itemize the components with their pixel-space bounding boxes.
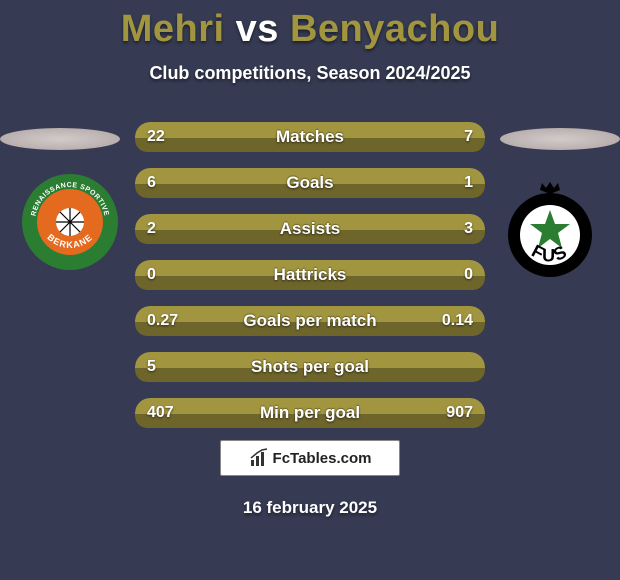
- fus-rabat-logo: FUS: [500, 180, 600, 280]
- stat-value-right: 0: [464, 260, 473, 290]
- comparison-card: Mehri vs Benyachou Club competitions, Se…: [0, 0, 620, 580]
- stat-value-right: 1: [464, 168, 473, 198]
- stat-row: Hattricks0 0: [135, 260, 485, 290]
- stat-value-right: 3: [464, 214, 473, 244]
- player1-shadow: [0, 128, 120, 150]
- stat-value-left: 407: [147, 398, 174, 428]
- stat-value-right: 907: [446, 398, 473, 428]
- stat-value-right: 7: [464, 122, 473, 152]
- stats-table: Matches22 7 Goals6 1 Assists2 3 Hattricks0 0 Goa…: [135, 122, 485, 444]
- stat-row: Min per goal407 907: [135, 398, 485, 428]
- date-label: 16 february 2025: [0, 498, 620, 518]
- player2-name: Benyachou: [290, 8, 499, 50]
- stat-value-left: 0.27: [147, 306, 178, 336]
- stat-row: Shots per goal5: [135, 352, 485, 382]
- stat-label: Min per goal: [135, 398, 485, 428]
- stat-label: Hattricks: [135, 260, 485, 290]
- page-title: Mehri vs Benyachou: [0, 0, 620, 51]
- stat-value-left: 0: [147, 260, 156, 290]
- chart-icon: [249, 448, 269, 468]
- stat-row: Goals per match0.27 0.14: [135, 306, 485, 336]
- subtitle: Club competitions, Season 2024/2025: [0, 63, 620, 84]
- stat-value-left: 22: [147, 122, 165, 152]
- player1-name: Mehri: [121, 8, 225, 50]
- stat-label: Goals per match: [135, 306, 485, 336]
- stat-value-left: 6: [147, 168, 156, 198]
- vs-separator: vs: [236, 8, 279, 50]
- stat-label: Matches: [135, 122, 485, 152]
- stat-row: Assists2 3: [135, 214, 485, 244]
- stat-label: Shots per goal: [135, 352, 485, 382]
- stat-value-left: 5: [147, 352, 156, 382]
- stat-value-left: 2: [147, 214, 156, 244]
- branding-badge: FcTables.com: [220, 440, 400, 476]
- stat-value-right: 0.14: [442, 306, 473, 336]
- stat-row: Goals6 1: [135, 168, 485, 198]
- stat-label: Goals: [135, 168, 485, 198]
- stat-row: Matches22 7: [135, 122, 485, 152]
- stat-label: Assists: [135, 214, 485, 244]
- player2-shadow: [500, 128, 620, 150]
- renaissance-sportive-berkane-logo: RENAISSANCE SPORTIVE BERKANE: [20, 172, 120, 272]
- branding-text: FcTables.com: [273, 450, 372, 467]
